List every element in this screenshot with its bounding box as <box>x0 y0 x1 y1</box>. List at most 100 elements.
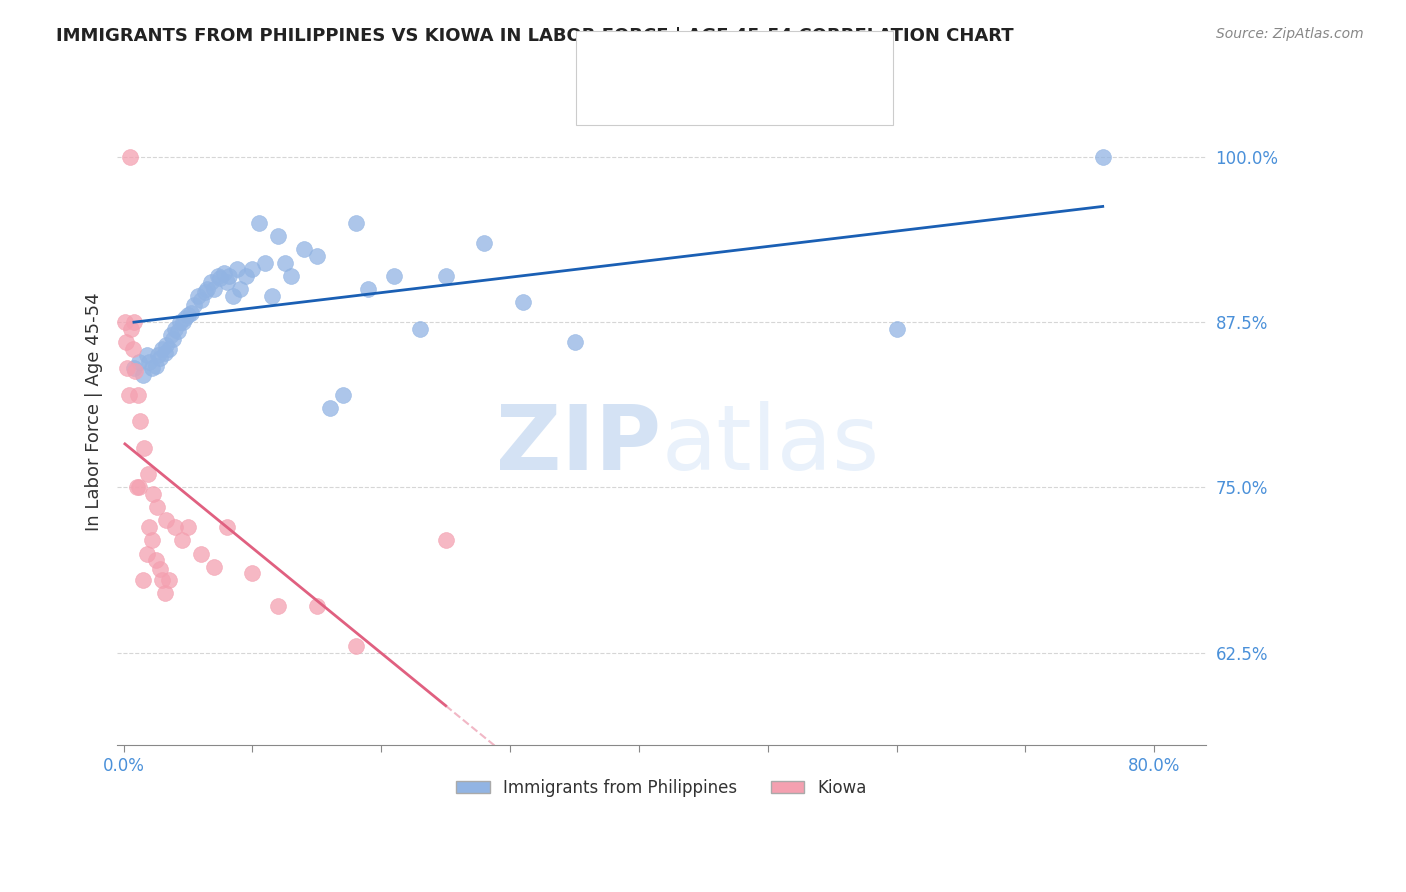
Text: atlas: atlas <box>661 401 880 489</box>
Point <box>172 315 194 329</box>
Point <box>169 315 191 329</box>
Point <box>118 388 141 402</box>
Y-axis label: In Labor Force | Age 45-54: In Labor Force | Age 45-54 <box>86 292 103 531</box>
Point <box>149 562 172 576</box>
Point <box>187 288 209 302</box>
Point <box>194 285 217 299</box>
Point <box>128 355 150 369</box>
Text: ■: ■ <box>593 92 610 110</box>
Legend: Immigrants from Philippines, Kiowa: Immigrants from Philippines, Kiowa <box>450 772 873 804</box>
Point <box>121 342 143 356</box>
Point <box>117 361 139 376</box>
Point <box>564 334 586 349</box>
Point <box>125 480 148 494</box>
Point <box>132 368 155 382</box>
Point <box>305 249 328 263</box>
Point <box>132 573 155 587</box>
Point <box>195 282 218 296</box>
Text: N =: N = <box>710 54 758 71</box>
Point <box>150 573 173 587</box>
Point <box>148 348 170 362</box>
Point <box>409 322 432 336</box>
Point <box>209 271 232 285</box>
Point <box>280 268 302 283</box>
Text: ZIP: ZIP <box>496 401 661 489</box>
Point <box>170 533 193 548</box>
Point <box>128 480 150 494</box>
Point <box>512 295 534 310</box>
Point <box>145 359 167 373</box>
Point <box>472 235 495 250</box>
Point <box>305 599 328 614</box>
Point <box>218 268 240 283</box>
Point <box>136 467 159 482</box>
Point <box>115 334 138 349</box>
Point <box>141 533 163 548</box>
Point <box>141 361 163 376</box>
Point <box>242 262 264 277</box>
Point <box>267 599 290 614</box>
Point <box>212 266 235 280</box>
Point <box>319 401 342 415</box>
Text: IMMIGRANTS FROM PHILIPPINES VS KIOWA IN LABOR FORCE | AGE 45-54 CORRELATION CHAR: IMMIGRANTS FROM PHILIPPINES VS KIOWA IN … <box>56 27 1014 45</box>
Point <box>180 306 202 320</box>
Point <box>242 566 264 581</box>
Point <box>146 500 169 515</box>
Point <box>134 441 156 455</box>
Point <box>207 268 229 283</box>
Point <box>344 639 367 653</box>
Point <box>155 513 177 527</box>
Text: R =: R = <box>612 54 648 71</box>
Text: -0.124: -0.124 <box>651 92 710 110</box>
Point <box>129 414 152 428</box>
Point <box>190 293 212 307</box>
Point <box>149 351 172 365</box>
Point <box>215 520 238 534</box>
Point <box>190 547 212 561</box>
Point <box>254 255 277 269</box>
Point <box>162 332 184 346</box>
Point <box>120 150 142 164</box>
Point <box>157 573 180 587</box>
Point <box>228 282 250 296</box>
Point <box>165 520 187 534</box>
Point <box>153 586 176 600</box>
Point <box>344 216 367 230</box>
Point <box>434 533 457 548</box>
Point <box>142 487 165 501</box>
Point <box>247 216 270 230</box>
Point <box>273 255 295 269</box>
Point <box>260 288 283 302</box>
Point <box>127 388 149 402</box>
Point <box>177 520 200 534</box>
Text: 0.622: 0.622 <box>651 54 703 71</box>
Point <box>153 345 176 359</box>
Point <box>124 364 146 378</box>
Point <box>235 268 257 283</box>
Text: N =: N = <box>710 92 758 110</box>
Point <box>165 322 187 336</box>
Point <box>145 553 167 567</box>
Point <box>177 309 200 323</box>
Point <box>160 328 183 343</box>
Point <box>120 322 142 336</box>
Text: Source: ZipAtlas.com: Source: ZipAtlas.com <box>1216 27 1364 41</box>
Point <box>226 262 249 277</box>
Point <box>122 361 145 376</box>
Point <box>174 311 197 326</box>
Point <box>357 282 380 296</box>
Point <box>202 559 225 574</box>
Point <box>332 388 354 402</box>
Point <box>138 355 160 369</box>
Text: 59: 59 <box>766 54 789 71</box>
Point <box>434 268 457 283</box>
Point <box>157 342 180 356</box>
Text: ■: ■ <box>593 54 610 71</box>
Point <box>200 276 222 290</box>
Point <box>267 229 290 244</box>
Point <box>114 315 136 329</box>
Point <box>1091 150 1114 164</box>
Point <box>382 268 405 283</box>
Point <box>135 547 157 561</box>
Point <box>215 276 238 290</box>
